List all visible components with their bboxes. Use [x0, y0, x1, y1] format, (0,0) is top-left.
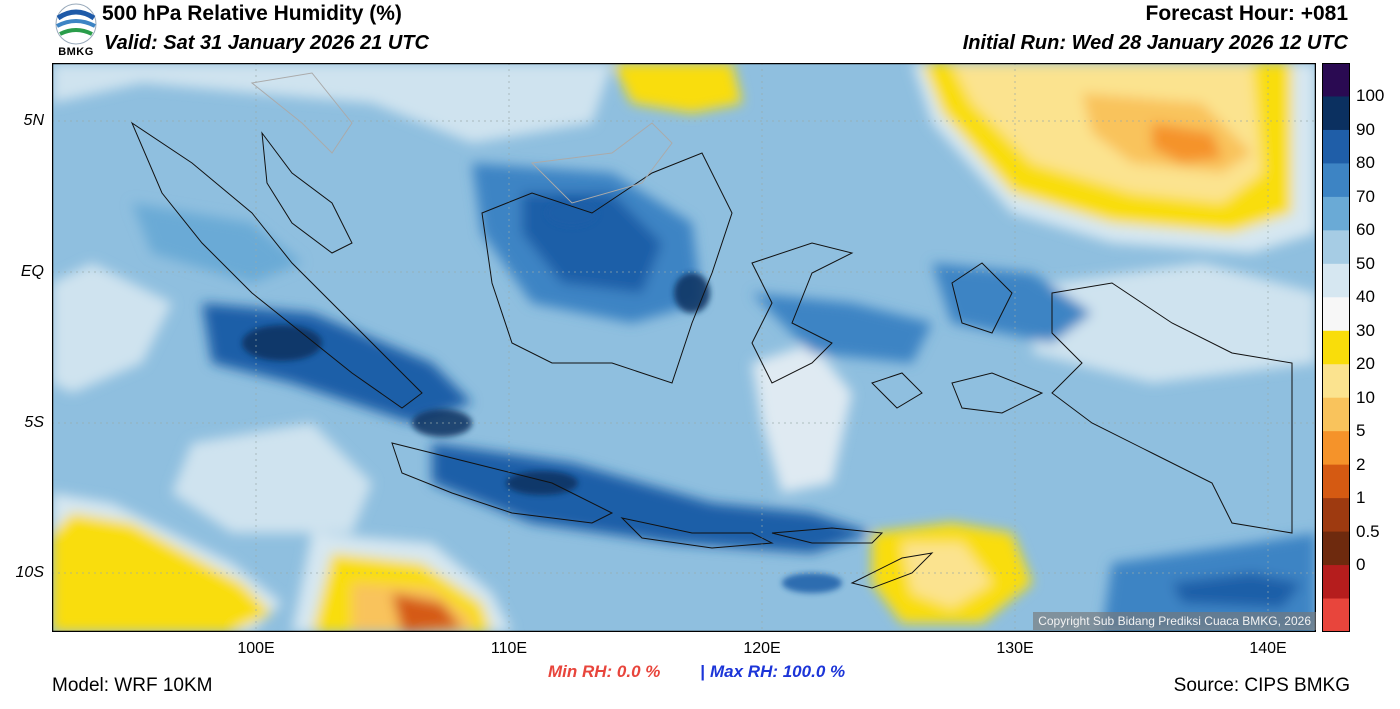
lon-label-110e: 110E	[490, 640, 528, 657]
colorbar-label: 2	[1356, 454, 1366, 474]
coastlines	[130, 72, 1293, 589]
colorbar	[1322, 63, 1350, 633]
colorbar-label: 0	[1356, 555, 1366, 575]
colorbar-label: 30	[1356, 320, 1375, 340]
colorbar-label: 10	[1356, 387, 1375, 407]
colorbar-swatch	[1322, 129, 1350, 164]
colorbar-swatch	[1322, 464, 1350, 499]
colorbar-label: 90	[1356, 119, 1375, 139]
colorbar-label: 70	[1356, 186, 1375, 206]
lat-label-eq: EQ	[20, 263, 44, 280]
colorbar-swatch	[1322, 397, 1350, 432]
colorbar-swatch	[1322, 498, 1350, 533]
colorbar-swatch	[1322, 431, 1350, 466]
bmkg-logo: BMKG	[52, 2, 100, 58]
colorbar-swatch	[1322, 330, 1350, 365]
copyright-notice: Copyright Sub Bidang Prediksi Cuaca BMKG…	[1033, 612, 1316, 630]
lat-label-5n: 5N	[23, 112, 44, 129]
colorbar-swatch	[1322, 263, 1350, 298]
colorbar-swatch	[1322, 297, 1350, 332]
colorbar-swatch	[1322, 598, 1350, 633]
colorbar-label: 80	[1356, 153, 1375, 173]
initial-run: Initial Run: Wed 28 January 2026 12 UTC	[962, 32, 1348, 54]
colorbar-swatch	[1322, 163, 1350, 198]
lat-label-5s: 5S	[24, 414, 44, 431]
colorbar-swatch	[1322, 531, 1350, 566]
colorbar-swatch	[1322, 364, 1350, 399]
min-rh: Min RH: 0.0 %	[548, 662, 661, 681]
forecast-hour: Forecast Hour: +081	[1145, 2, 1349, 25]
bmkg-logo-icon	[55, 3, 97, 45]
humidity-map-svg	[51, 62, 1317, 633]
colorbar-label: 20	[1356, 354, 1375, 374]
lon-label-100e: 100E	[237, 640, 275, 657]
colorbar-label: 1	[1356, 488, 1366, 508]
colorbar-swatch	[1322, 63, 1350, 97]
lon-label-130e: 130E	[996, 640, 1034, 657]
colorbar-swatch	[1322, 196, 1350, 231]
logo-text: BMKG	[58, 46, 94, 58]
model-label: Model: WRF 10KM	[52, 675, 213, 696]
map-grid	[52, 63, 1316, 632]
colorbar-svg	[1322, 63, 1350, 633]
colorbar-label: 50	[1356, 253, 1375, 273]
lon-label-140e: 140E	[1249, 640, 1287, 657]
lon-label-120e: 120E	[743, 640, 781, 657]
lat-label-10s: 10S	[15, 564, 44, 581]
colorbar-swatch	[1322, 96, 1350, 131]
colorbar-swatch	[1322, 230, 1350, 265]
colorbar-label: 0.5	[1356, 521, 1380, 541]
colorbar-swatch	[1322, 565, 1350, 600]
colorbar-label: 100	[1356, 86, 1385, 106]
colorbar-label: 40	[1356, 287, 1375, 307]
valid-time: Valid: Sat 31 January 2026 21 UTC	[104, 32, 429, 54]
chart-title: 500 hPa Relative Humidity (%)	[102, 2, 402, 25]
colorbar-border	[1322, 63, 1350, 632]
max-rh: Max RH: 100.0 %	[710, 662, 846, 681]
colorbar-label: 60	[1356, 220, 1375, 240]
rh-separator: |	[700, 662, 705, 681]
colorbar-label: 5	[1356, 421, 1366, 441]
source-label: Source: CIPS BMKG	[1173, 675, 1350, 696]
humidity-map	[51, 62, 1317, 633]
